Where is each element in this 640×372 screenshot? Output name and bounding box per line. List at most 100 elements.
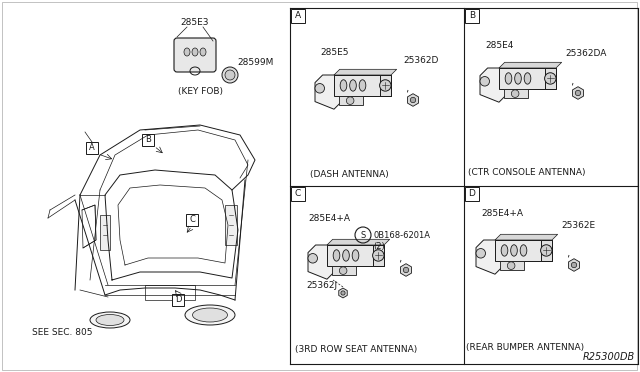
Polygon shape — [495, 240, 552, 261]
Text: (2): (2) — [373, 241, 385, 250]
Polygon shape — [545, 68, 556, 89]
Ellipse shape — [185, 305, 235, 325]
Bar — [145, 285, 195, 300]
Text: 25362DA: 25362DA — [565, 49, 606, 58]
Text: (DASH ANTENNA): (DASH ANTENNA) — [310, 170, 388, 179]
Ellipse shape — [520, 245, 527, 256]
Text: B: B — [145, 135, 151, 144]
Text: S: S — [360, 231, 365, 240]
Bar — [142, 134, 154, 146]
Polygon shape — [327, 245, 384, 266]
Text: D: D — [468, 189, 476, 199]
Circle shape — [572, 262, 577, 268]
Polygon shape — [408, 94, 419, 106]
Polygon shape — [480, 68, 507, 102]
Ellipse shape — [505, 73, 512, 84]
Text: C: C — [295, 189, 301, 199]
Circle shape — [575, 90, 580, 96]
Polygon shape — [308, 245, 335, 279]
Bar — [291, 187, 305, 201]
Circle shape — [372, 250, 384, 261]
Text: R25300DB: R25300DB — [583, 352, 635, 362]
Polygon shape — [504, 89, 527, 99]
Ellipse shape — [225, 70, 235, 80]
Polygon shape — [372, 245, 384, 266]
Bar — [86, 142, 98, 154]
Ellipse shape — [333, 250, 340, 261]
Circle shape — [308, 254, 317, 263]
Bar — [291, 9, 305, 23]
Polygon shape — [334, 75, 391, 96]
Text: 285E4: 285E4 — [485, 41, 513, 50]
Text: A: A — [89, 144, 95, 153]
Ellipse shape — [200, 48, 206, 56]
Polygon shape — [495, 234, 557, 240]
Ellipse shape — [192, 48, 198, 56]
Polygon shape — [500, 261, 524, 270]
Polygon shape — [541, 240, 552, 261]
Polygon shape — [401, 264, 412, 276]
Circle shape — [480, 77, 490, 86]
Polygon shape — [499, 62, 562, 68]
Circle shape — [346, 97, 354, 105]
Bar — [225, 205, 237, 245]
Polygon shape — [315, 75, 342, 109]
Text: 285E4+A: 285E4+A — [481, 209, 523, 218]
Bar — [465, 9, 479, 23]
Ellipse shape — [222, 67, 238, 83]
Ellipse shape — [349, 80, 356, 91]
Ellipse shape — [184, 48, 190, 56]
Ellipse shape — [342, 250, 349, 261]
Circle shape — [511, 90, 519, 97]
Polygon shape — [476, 240, 502, 274]
Circle shape — [476, 248, 486, 258]
Circle shape — [403, 267, 409, 273]
Ellipse shape — [511, 245, 517, 256]
Circle shape — [315, 84, 324, 93]
Circle shape — [508, 262, 515, 269]
Text: 25362E: 25362E — [561, 221, 595, 230]
Polygon shape — [380, 75, 391, 96]
Circle shape — [410, 97, 416, 103]
Ellipse shape — [524, 73, 531, 84]
Text: 285E3: 285E3 — [180, 18, 209, 27]
Text: 25362D: 25362D — [403, 56, 438, 65]
Text: 285E5: 285E5 — [320, 48, 349, 57]
Polygon shape — [573, 87, 584, 99]
Text: 0B168-6201A: 0B168-6201A — [373, 231, 430, 240]
Circle shape — [380, 80, 391, 91]
Ellipse shape — [96, 314, 124, 326]
Polygon shape — [327, 239, 390, 245]
Ellipse shape — [340, 80, 347, 91]
Text: 285E4+A: 285E4+A — [308, 214, 350, 223]
Text: SEE SEC. 805: SEE SEC. 805 — [32, 328, 93, 337]
Text: (KEY FOB): (KEY FOB) — [177, 87, 223, 96]
FancyBboxPatch shape — [174, 38, 216, 72]
Circle shape — [341, 291, 345, 295]
Bar — [172, 294, 184, 306]
Ellipse shape — [90, 312, 130, 328]
Ellipse shape — [352, 250, 359, 261]
Text: 28599M: 28599M — [237, 58, 273, 67]
Polygon shape — [334, 69, 397, 75]
Text: B: B — [469, 12, 475, 20]
Text: C: C — [189, 215, 195, 224]
Ellipse shape — [515, 73, 522, 84]
Polygon shape — [339, 96, 362, 105]
Bar — [465, 187, 479, 201]
Text: D: D — [175, 295, 181, 305]
Polygon shape — [568, 259, 579, 271]
Polygon shape — [499, 68, 556, 89]
Polygon shape — [332, 266, 355, 275]
Circle shape — [545, 73, 556, 84]
Ellipse shape — [359, 80, 366, 91]
Text: A: A — [295, 12, 301, 20]
Ellipse shape — [193, 308, 227, 322]
Ellipse shape — [501, 245, 508, 256]
Bar — [186, 214, 198, 226]
Text: 25362J: 25362J — [306, 281, 337, 290]
Text: (3RD ROW SEAT ANTENNA): (3RD ROW SEAT ANTENNA) — [295, 345, 417, 354]
Circle shape — [339, 267, 347, 275]
Text: (REAR BUMPER ANTENNA): (REAR BUMPER ANTENNA) — [466, 343, 584, 352]
Polygon shape — [339, 288, 348, 298]
